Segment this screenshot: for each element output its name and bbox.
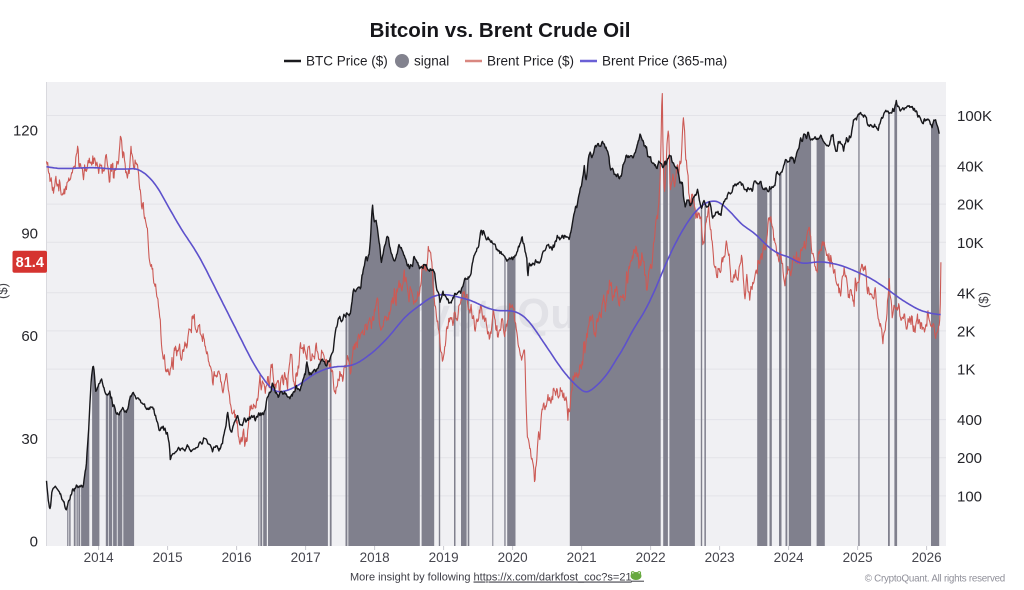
- svg-text:BTC Price ($): BTC Price ($): [306, 54, 388, 69]
- svg-text:81.4: 81.4: [16, 255, 44, 271]
- svg-text:2024: 2024: [774, 550, 805, 565]
- svg-text:© CryptoQuant. All rights rese: © CryptoQuant. All rights reserved: [865, 574, 1005, 585]
- svg-text:2018: 2018: [360, 550, 390, 565]
- svg-text:2015: 2015: [153, 550, 183, 565]
- svg-text:30: 30: [21, 431, 38, 448]
- svg-text:0: 0: [30, 534, 38, 551]
- svg-text:2026: 2026: [912, 550, 942, 565]
- svg-text:($): ($): [976, 292, 991, 308]
- svg-text:More insight by following http: More insight by following https://x.com/…: [350, 572, 632, 584]
- svg-text:2025: 2025: [843, 550, 873, 565]
- svg-text:2021: 2021: [567, 550, 597, 565]
- svg-text:400: 400: [957, 412, 982, 429]
- svg-text:60: 60: [21, 328, 38, 345]
- svg-text:2022: 2022: [636, 550, 666, 565]
- svg-text:2023: 2023: [705, 550, 735, 565]
- svg-text:2017: 2017: [291, 550, 321, 565]
- svg-text:Brent Price ($): Brent Price ($): [487, 54, 574, 69]
- svg-text:90: 90: [21, 225, 38, 242]
- svg-text:200: 200: [957, 450, 982, 467]
- svg-text:40K: 40K: [957, 159, 984, 176]
- svg-text:20K: 20K: [957, 197, 984, 214]
- svg-text:2K: 2K: [957, 323, 975, 340]
- svg-text:120: 120: [13, 123, 38, 140]
- svg-text:2016: 2016: [222, 550, 252, 565]
- svg-text:10K: 10K: [957, 235, 984, 252]
- svg-text:($): ($): [0, 283, 10, 299]
- svg-text:signal: signal: [414, 54, 449, 69]
- svg-text:100: 100: [957, 488, 982, 505]
- svg-text:Brent Price (365-ma): Brent Price (365-ma): [602, 54, 727, 69]
- svg-text:2014: 2014: [84, 550, 115, 565]
- svg-text:4K: 4K: [957, 285, 975, 302]
- svg-text:100K: 100K: [957, 108, 992, 125]
- svg-text:1K: 1K: [957, 362, 975, 379]
- svg-text:2019: 2019: [429, 550, 459, 565]
- svg-text:Bitcoin vs. Brent Crude Oil: Bitcoin vs. Brent Crude Oil: [370, 19, 631, 42]
- svg-text:2020: 2020: [498, 550, 528, 565]
